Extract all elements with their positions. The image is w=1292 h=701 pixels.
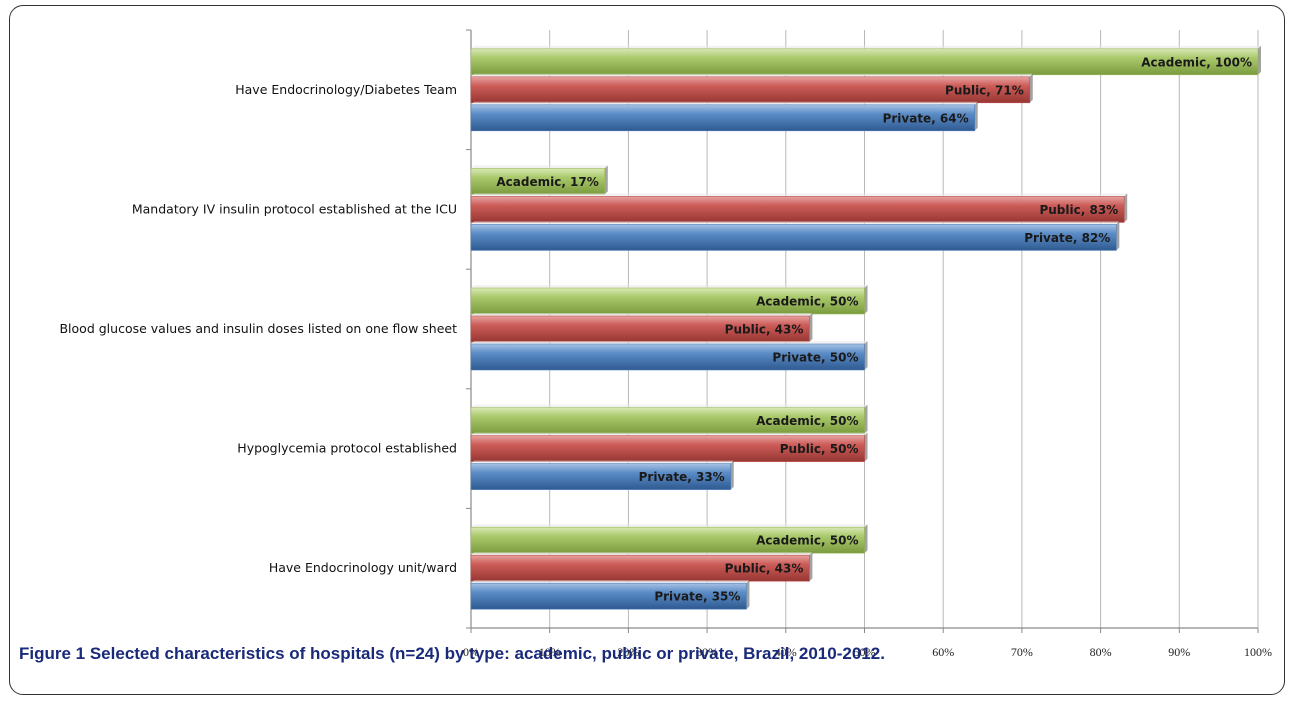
x-tick-label: 40% xyxy=(775,645,797,659)
x-tick-label: 20% xyxy=(617,645,639,659)
figure-frame xyxy=(9,5,1285,695)
bar-public-hypoglycemia-protocol-es-end-face xyxy=(864,432,868,462)
bar-data-label: Public, 43% xyxy=(725,562,804,576)
bar-private-mandatory-iv-insulin-pro-top-face xyxy=(471,221,1120,225)
bar-data-label: Academic, 17% xyxy=(496,175,598,189)
bar-public-hypoglycemia-protocol-es xyxy=(470,435,865,462)
bar-academic-mandatory-iv-insulin-pro xyxy=(470,168,606,195)
bar-data-label: Academic, 50% xyxy=(756,295,858,309)
bar-private-have-endocrinology-diabe-end-face xyxy=(974,101,978,131)
bar-academic-hypoglycemia-protocol-es-top-face xyxy=(471,404,868,408)
bar-data-label: Public, 50% xyxy=(780,442,859,456)
bar-private-mandatory-iv-insulin-pro-end-face xyxy=(1116,221,1120,251)
bar-data-label: Private, 50% xyxy=(772,351,858,365)
x-tick-label: 0% xyxy=(463,645,479,659)
bar-public-have-endocrinology-unit--top-face xyxy=(471,552,813,556)
bar-academic-have-endocrinology-unit--top-face xyxy=(471,524,868,528)
category-label: Have Endocrinology unit/ward xyxy=(269,560,457,575)
bar-public-mandatory-iv-insulin-pro-end-face xyxy=(1124,193,1128,223)
bar-public-have-endocrinology-unit- xyxy=(470,554,810,582)
bar-data-label: Private, 35% xyxy=(654,590,740,604)
x-tick-label: 80% xyxy=(1090,645,1112,659)
bar-private-have-endocrinology-unit--end-face xyxy=(746,580,750,610)
bar-private-blood-glucose-values-and-end-face xyxy=(864,341,868,370)
bar-public-have-endocrinology-diabe-top-face xyxy=(471,73,1033,77)
bar-private-blood-glucose-values-and xyxy=(470,343,865,371)
bar-private-hypoglycemia-protocol-es xyxy=(470,463,732,490)
bar-public-mandatory-iv-insulin-pro xyxy=(470,196,1125,223)
bar-academic-mandatory-iv-insulin-pro-top-face xyxy=(471,165,608,169)
bar-data-label: Academic, 50% xyxy=(756,534,858,548)
bar-data-label: Private, 33% xyxy=(639,470,725,484)
bar-data-label: Public, 71% xyxy=(945,83,1024,97)
bar-academic-mandatory-iv-insulin-pro-end-face xyxy=(604,165,608,195)
bar-data-label: Academic, 50% xyxy=(756,414,858,428)
figure-caption: Figure 1 Selected characteristics of hos… xyxy=(19,644,885,663)
bar-private-have-endocrinology-diabe-top-face xyxy=(471,101,978,105)
bar-data-label: Private, 82% xyxy=(1024,231,1110,245)
bar-private-have-endocrinology-unit- xyxy=(470,582,747,610)
bar-private-mandatory-iv-insulin-pro xyxy=(470,224,1117,251)
bar-private-blood-glucose-values-and-top-face xyxy=(471,341,868,344)
category-label: Hypoglycemia protocol established xyxy=(237,441,457,456)
bar-academic-hypoglycemia-protocol-es-end-face xyxy=(864,404,868,434)
x-tick-label: 100% xyxy=(1244,645,1272,659)
x-tick-label: 30% xyxy=(696,645,718,659)
bar-data-label: Private, 64% xyxy=(883,111,969,125)
bar-public-mandatory-iv-insulin-pro-top-face xyxy=(471,193,1128,197)
bar-academic-have-endocrinology-diabe-top-face xyxy=(471,45,1261,49)
bar-academic-hypoglycemia-protocol-es xyxy=(470,407,865,434)
bar-data-label: Public, 83% xyxy=(1039,203,1118,217)
x-tick-label: 60% xyxy=(932,645,954,659)
bar-public-blood-glucose-values-and xyxy=(470,315,810,343)
category-label: Blood glucose values and insulin doses l… xyxy=(59,321,457,336)
bars xyxy=(470,45,1261,610)
bar-private-hypoglycemia-protocol-es-top-face xyxy=(471,460,734,464)
bar-data-label: Academic, 100% xyxy=(1141,55,1252,69)
bar-private-have-endocrinology-diabe xyxy=(470,104,975,132)
bar-academic-have-endocrinology-unit--end-face xyxy=(864,524,868,554)
x-tick-label: 70% xyxy=(1011,645,1033,659)
bar-academic-have-endocrinology-diabe xyxy=(470,48,1259,76)
bar-private-have-endocrinology-unit--top-face xyxy=(471,580,750,584)
x-tick-label: 10% xyxy=(539,645,561,659)
bar-data-label: Public, 43% xyxy=(725,323,804,337)
bar-academic-blood-glucose-values-and-top-face xyxy=(471,285,868,288)
bar-public-hypoglycemia-protocol-es-top-face xyxy=(471,432,868,436)
category-label: Mandatory IV insulin protocol establishe… xyxy=(132,201,457,216)
bar-public-have-endocrinology-unit--end-face xyxy=(809,552,813,582)
bar-public-have-endocrinology-diabe-end-face xyxy=(1029,73,1033,103)
bar-public-blood-glucose-values-and-end-face xyxy=(809,313,813,342)
x-tick-label: 50% xyxy=(854,645,876,659)
x-tick-label: 90% xyxy=(1168,645,1190,659)
bar-academic-have-endocrinology-diabe-end-face xyxy=(1258,45,1261,75)
bar-public-have-endocrinology-diabe xyxy=(470,76,1031,104)
category-label: Have Endocrinology/Diabetes Team xyxy=(235,82,457,97)
bar-public-blood-glucose-values-and-top-face xyxy=(471,313,813,316)
bar-academic-blood-glucose-values-and-end-face xyxy=(864,285,868,314)
bar-private-hypoglycemia-protocol-es-end-face xyxy=(730,460,734,490)
bar-academic-blood-glucose-values-and xyxy=(470,287,865,315)
bar-academic-have-endocrinology-unit- xyxy=(470,526,865,554)
labels: 0% 10% 20% 30% 40% 50% 60% 70% 80% 90% 100% Have En… xyxy=(59,55,1272,659)
